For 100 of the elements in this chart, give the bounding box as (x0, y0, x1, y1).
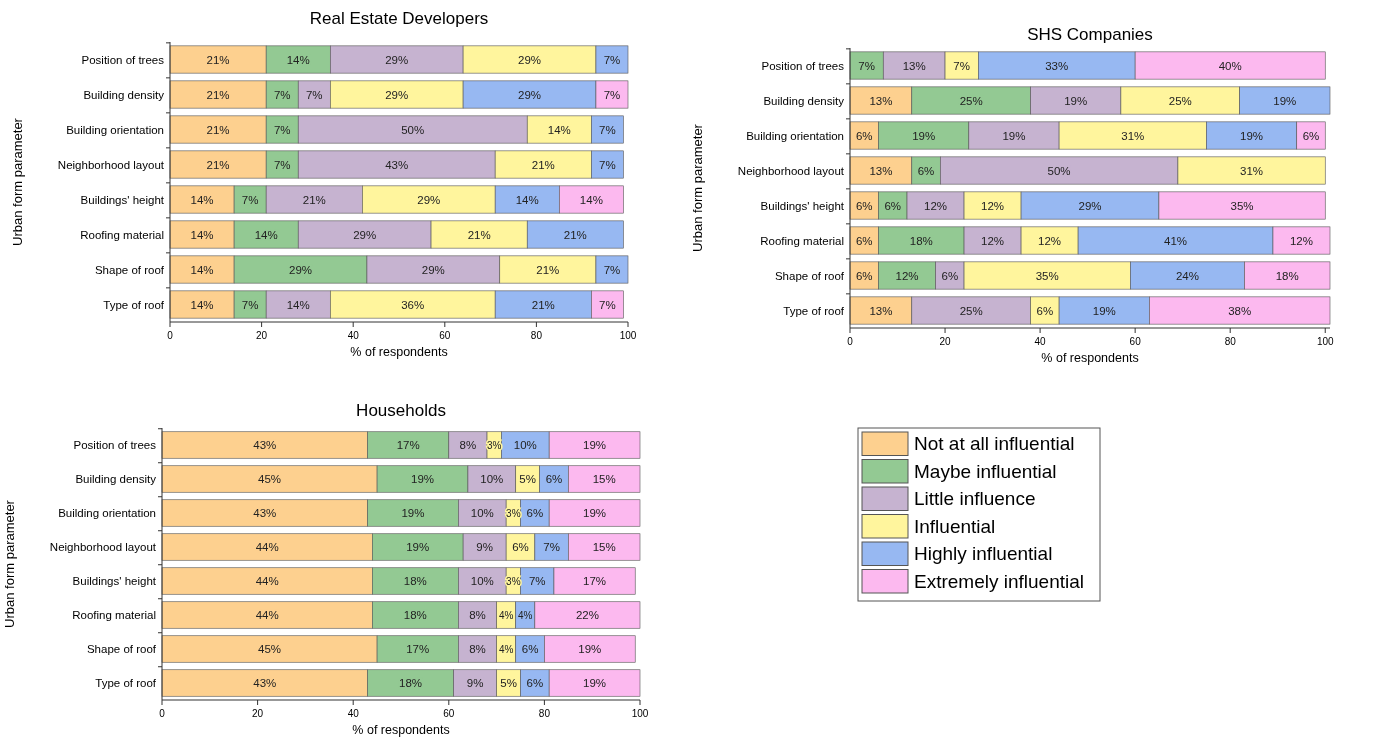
data-label: 7% (273, 123, 291, 136)
data-label: 7% (603, 53, 621, 66)
data-label: 7% (543, 541, 560, 554)
data-label: 19% (583, 507, 607, 520)
x-tick-label: 100 (1316, 336, 1335, 347)
data-label: 21% (206, 88, 230, 101)
data-label: 13% (869, 94, 893, 107)
legend-label: Highly influential (914, 543, 1053, 565)
x-tick-label: 20 (939, 336, 952, 347)
y-tick-label: Buildings' height (72, 575, 157, 588)
legend-label: Influential (914, 515, 996, 537)
data-label: 22% (575, 609, 599, 622)
data-label: 14% (190, 193, 214, 206)
data-label: 13% (869, 304, 893, 317)
x-axis-title: % of respondents (350, 345, 448, 359)
data-label: 19% (401, 507, 425, 520)
data-label: 6% (512, 541, 529, 554)
data-label: 7% (603, 88, 621, 101)
data-label: 45% (258, 643, 282, 656)
y-axis-title: Urban form parameter (690, 123, 705, 252)
data-label: 19% (1064, 94, 1088, 107)
data-label: 29% (385, 88, 409, 101)
data-label: 7% (599, 123, 616, 136)
x-tick-label: 60 (439, 330, 451, 341)
data-label: 6% (855, 129, 873, 142)
data-label: 6% (1302, 129, 1320, 142)
data-label: 18% (1275, 269, 1299, 282)
data-label: 29% (417, 193, 441, 206)
data-label: 7% (858, 59, 875, 72)
data-label: 21% (302, 193, 326, 206)
x-axis-title: % of respondents (1041, 351, 1139, 365)
y-tick-label: Neighborhood layout (57, 158, 165, 171)
chart-title: Households (356, 401, 446, 420)
data-label: 18% (909, 234, 933, 247)
y-tick-label: Shape of roof (774, 269, 845, 282)
y-tick-label: Neighborhood layout (49, 541, 157, 554)
data-label: 6% (526, 507, 544, 520)
data-label: 7% (953, 59, 970, 72)
x-tick-label: 20 (252, 708, 264, 719)
data-label: 10% (470, 507, 494, 520)
data-label: 35% (1230, 199, 1254, 212)
legend-label: Maybe influential (914, 460, 1057, 482)
x-tick-label: 0 (847, 336, 854, 347)
data-label: 8% (459, 439, 477, 452)
data-label: 19% (410, 473, 435, 486)
y-axis-title: Urban form parameter (2, 499, 17, 628)
data-label: 19% (912, 129, 936, 142)
x-tick-label: 100 (619, 330, 637, 341)
data-label: 10% (480, 473, 504, 486)
data-label: 7% (528, 575, 546, 588)
y-tick-label: Building orientation (58, 507, 156, 520)
data-label: 36% (401, 298, 425, 311)
x-tick-label: 20 (256, 330, 268, 341)
data-label: 19% (578, 643, 602, 656)
data-label: 44% (255, 609, 279, 622)
data-label: 14% (286, 298, 310, 311)
data-label: 3% (486, 439, 502, 451)
data-label: 17% (583, 575, 607, 588)
data-label: 15% (592, 473, 616, 486)
data-label: 31% (1240, 164, 1264, 177)
data-label: 43% (253, 439, 277, 452)
y-tick-label: Type of roof (103, 298, 165, 311)
data-label: 45% (258, 473, 282, 486)
data-label: 19% (583, 439, 607, 452)
data-label: 5% (500, 677, 517, 690)
x-tick-label: 60 (1129, 336, 1142, 347)
data-label: 7% (599, 158, 616, 171)
data-label: 31% (1121, 129, 1145, 142)
data-label: 38% (1228, 304, 1252, 317)
data-label: 18% (403, 609, 427, 622)
data-label: 7% (273, 158, 291, 171)
data-label: 9% (476, 541, 493, 554)
data-label: 19% (1092, 304, 1116, 317)
data-label: 21% (206, 158, 230, 171)
data-label: 13% (869, 164, 893, 177)
data-label: 7% (603, 263, 621, 276)
data-label: 18% (403, 575, 427, 588)
data-label: 44% (255, 541, 279, 554)
data-label: 25% (959, 94, 983, 107)
data-label: 43% (253, 677, 277, 690)
y-axis-title: Urban form parameter (10, 117, 25, 246)
data-label: 29% (385, 53, 409, 66)
data-label: 43% (385, 158, 409, 171)
data-label: 6% (545, 473, 563, 486)
data-label: 12% (1289, 234, 1313, 247)
y-tick-label: Building density (763, 94, 845, 107)
data-label: 13% (902, 59, 926, 72)
x-tick-label: 80 (1224, 336, 1237, 347)
data-label: 7% (599, 298, 616, 311)
y-tick-label: Type of roof (95, 677, 157, 690)
data-label: 4% (518, 609, 533, 621)
legend-label: Little influence (914, 488, 1036, 510)
data-label: 6% (1036, 304, 1054, 317)
y-tick-label: Roofing material (760, 234, 844, 247)
data-label: 8% (469, 643, 486, 656)
data-label: 9% (466, 677, 484, 690)
data-label: 15% (592, 541, 616, 554)
data-label: 21% (563, 228, 587, 241)
data-label: 25% (1168, 94, 1192, 107)
y-tick-label: Neighborhood layout (737, 164, 845, 177)
